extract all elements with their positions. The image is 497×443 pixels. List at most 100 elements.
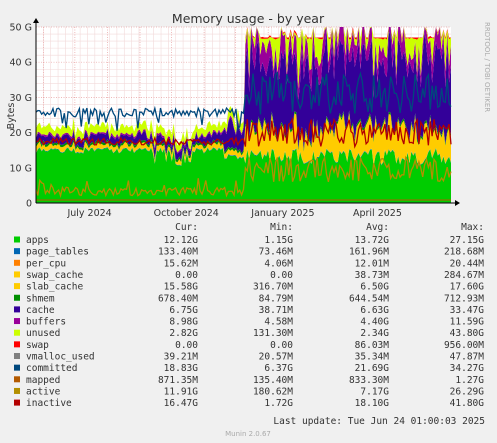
- legend-max-value: 17.60G: [450, 282, 485, 293]
- legend-avg-value: 12.01M: [355, 258, 390, 269]
- legend-min-value: 316.70M: [253, 282, 293, 293]
- legend-swatch-cache: [14, 306, 20, 313]
- legend-cur-value: 6.75G: [169, 305, 198, 316]
- legend-min-value: 135.40M: [253, 375, 293, 386]
- x-tick-label: July 2024: [66, 208, 111, 219]
- legend-max-value: 20.44M: [450, 258, 485, 269]
- legend-swatch-apps: [14, 236, 20, 243]
- legend-min-value: 84.79M: [259, 293, 294, 304]
- y-tick-label: 0: [26, 199, 32, 210]
- legend-avg-value: 161.96M: [349, 247, 389, 258]
- legend-avg-value: 6.63G: [360, 305, 389, 316]
- legend-swatch-slab-cache: [14, 283, 20, 290]
- legend-cur-value: 16.47G: [164, 398, 199, 409]
- legend-swatch-inactive: [14, 399, 20, 406]
- y-tick-label: 20 G: [10, 128, 32, 139]
- legend-swatch-mapped: [14, 376, 20, 383]
- legend-avg-value: 6.50G: [360, 282, 389, 293]
- legend-min-value: 131.30M: [253, 328, 293, 339]
- y-tick-label: 10 G: [10, 163, 32, 174]
- area-slab-cache: [36, 112, 451, 166]
- legend-name-cache: cache: [26, 305, 55, 316]
- legend-cur-value: 133.40M: [158, 247, 198, 258]
- legend-min-value: 4.58M: [264, 317, 293, 328]
- legend-max-value: 218.68M: [444, 247, 484, 258]
- legend-avg-value: 13.72G: [355, 235, 390, 246]
- legend-name-swap-cache: swap_cache: [26, 270, 83, 281]
- x-axis-arrow: [455, 200, 460, 206]
- area-apps: [36, 147, 451, 203]
- chart-title: Memory usage - by year: [172, 11, 325, 26]
- legend-min-value: 180.62M: [253, 386, 293, 397]
- legend-avg-value: 35.34M: [355, 352, 390, 363]
- legend-max-value: 956.00M: [444, 340, 484, 351]
- x-tick-label: April 2025: [353, 208, 402, 219]
- area-shmem: [36, 110, 451, 163]
- legend-max-value: 26.29G: [450, 386, 485, 397]
- legend-max-value: 47.87M: [450, 352, 485, 363]
- legend-swatch-committed: [14, 364, 20, 371]
- legend-swatch-swap: [14, 341, 20, 348]
- munin-version: Munin 2.0.67: [225, 430, 271, 438]
- legend-cur-value: 39.21M: [164, 352, 199, 363]
- legend-max-value: 27.15G: [450, 235, 485, 246]
- legend-min-value: 38.71M: [259, 305, 294, 316]
- x-tick-label: January 2025: [250, 208, 314, 219]
- legend-name-unused: unused: [26, 328, 60, 339]
- legend-max-value: 43.80G: [450, 328, 485, 339]
- legend-name-committed: committed: [26, 363, 77, 374]
- legend-cur-value: 11.91G: [164, 386, 199, 397]
- legend-name-swap: swap: [26, 340, 49, 351]
- area-cache: [36, 29, 451, 161]
- legend-header-cur: Cur:: [175, 222, 198, 233]
- legend-swatch-shmem: [14, 294, 20, 301]
- legend-swatch-page-tables: [14, 248, 20, 255]
- legend-cur-value: 2.82G: [169, 328, 198, 339]
- legend-cur-value: 15.62M: [164, 258, 199, 269]
- y-axis-label: Bytes: [6, 103, 17, 130]
- legend-max-value: 284.67M: [444, 270, 484, 281]
- legend-min-value: 1.72G: [264, 398, 293, 409]
- area-unused: [36, 27, 451, 153]
- legend-name-per-cpu: per_cpu: [26, 258, 66, 269]
- legend-cur-value: 678.40M: [158, 293, 198, 304]
- y-tick-label: 30 G: [10, 93, 32, 104]
- legend-cur-value: 15.58G: [164, 282, 199, 293]
- legend-cur-value: 0.00: [175, 270, 198, 281]
- area-buffers: [36, 27, 451, 154]
- legend-avg-value: 4.40G: [360, 317, 389, 328]
- legend-cur-value: 12.12G: [164, 235, 199, 246]
- tick-labels: 0 10 G 20 G 30 G 40 G 50 G July 2024 October 20…: [10, 23, 402, 220]
- legend-name-buffers: buffers: [26, 317, 66, 328]
- last-update: Last update: Tue Jun 24 01:00:03 2025: [273, 416, 485, 427]
- legend-avg-value: 644.54M: [349, 293, 389, 304]
- legend-header-avg: Avg:: [366, 222, 389, 233]
- legend-name-mapped: mapped: [26, 375, 60, 386]
- legend-avg-value: 833.30M: [349, 375, 389, 386]
- area-page-tables: [36, 147, 451, 167]
- legend-name-inactive: inactive: [26, 398, 72, 409]
- legend-name-active: active: [26, 386, 61, 397]
- legend-min-value: 6.37G: [264, 363, 293, 374]
- legend-name-slab-cache: slab_cache: [26, 282, 83, 293]
- side-label: RRDTOOL / TOBI OETIKER: [483, 22, 491, 112]
- legend-swatch-swap-cache: [14, 271, 20, 278]
- line-active: [35, 155, 452, 199]
- y-tick-label: 50 G: [10, 23, 32, 34]
- legend-header-max: Max:: [461, 222, 484, 233]
- legend-name-page-tables: page_tables: [26, 247, 89, 258]
- y-axis-arrow: [33, 18, 39, 23]
- legend-cur-value: 0.00: [175, 340, 198, 351]
- legend-avg-value: 7.17G: [360, 386, 389, 397]
- legend-header-min: Min:: [270, 222, 293, 233]
- legend-min-value: 1.15G: [264, 235, 293, 246]
- legend: Cur: Min: Avg: Max: apps 12.12G 1.15G 13.72G 27.…: [14, 222, 484, 409]
- chart-areas: [36, 27, 451, 203]
- legend-name-apps: apps: [26, 235, 49, 246]
- legend-avg-value: 86.03M: [355, 340, 390, 351]
- legend-swatch-per-cpu: [14, 259, 20, 266]
- legend-min-value: 0.00: [270, 270, 293, 281]
- legend-min-value: 20.57M: [259, 352, 294, 363]
- legend-cur-value: 871.35M: [158, 375, 198, 386]
